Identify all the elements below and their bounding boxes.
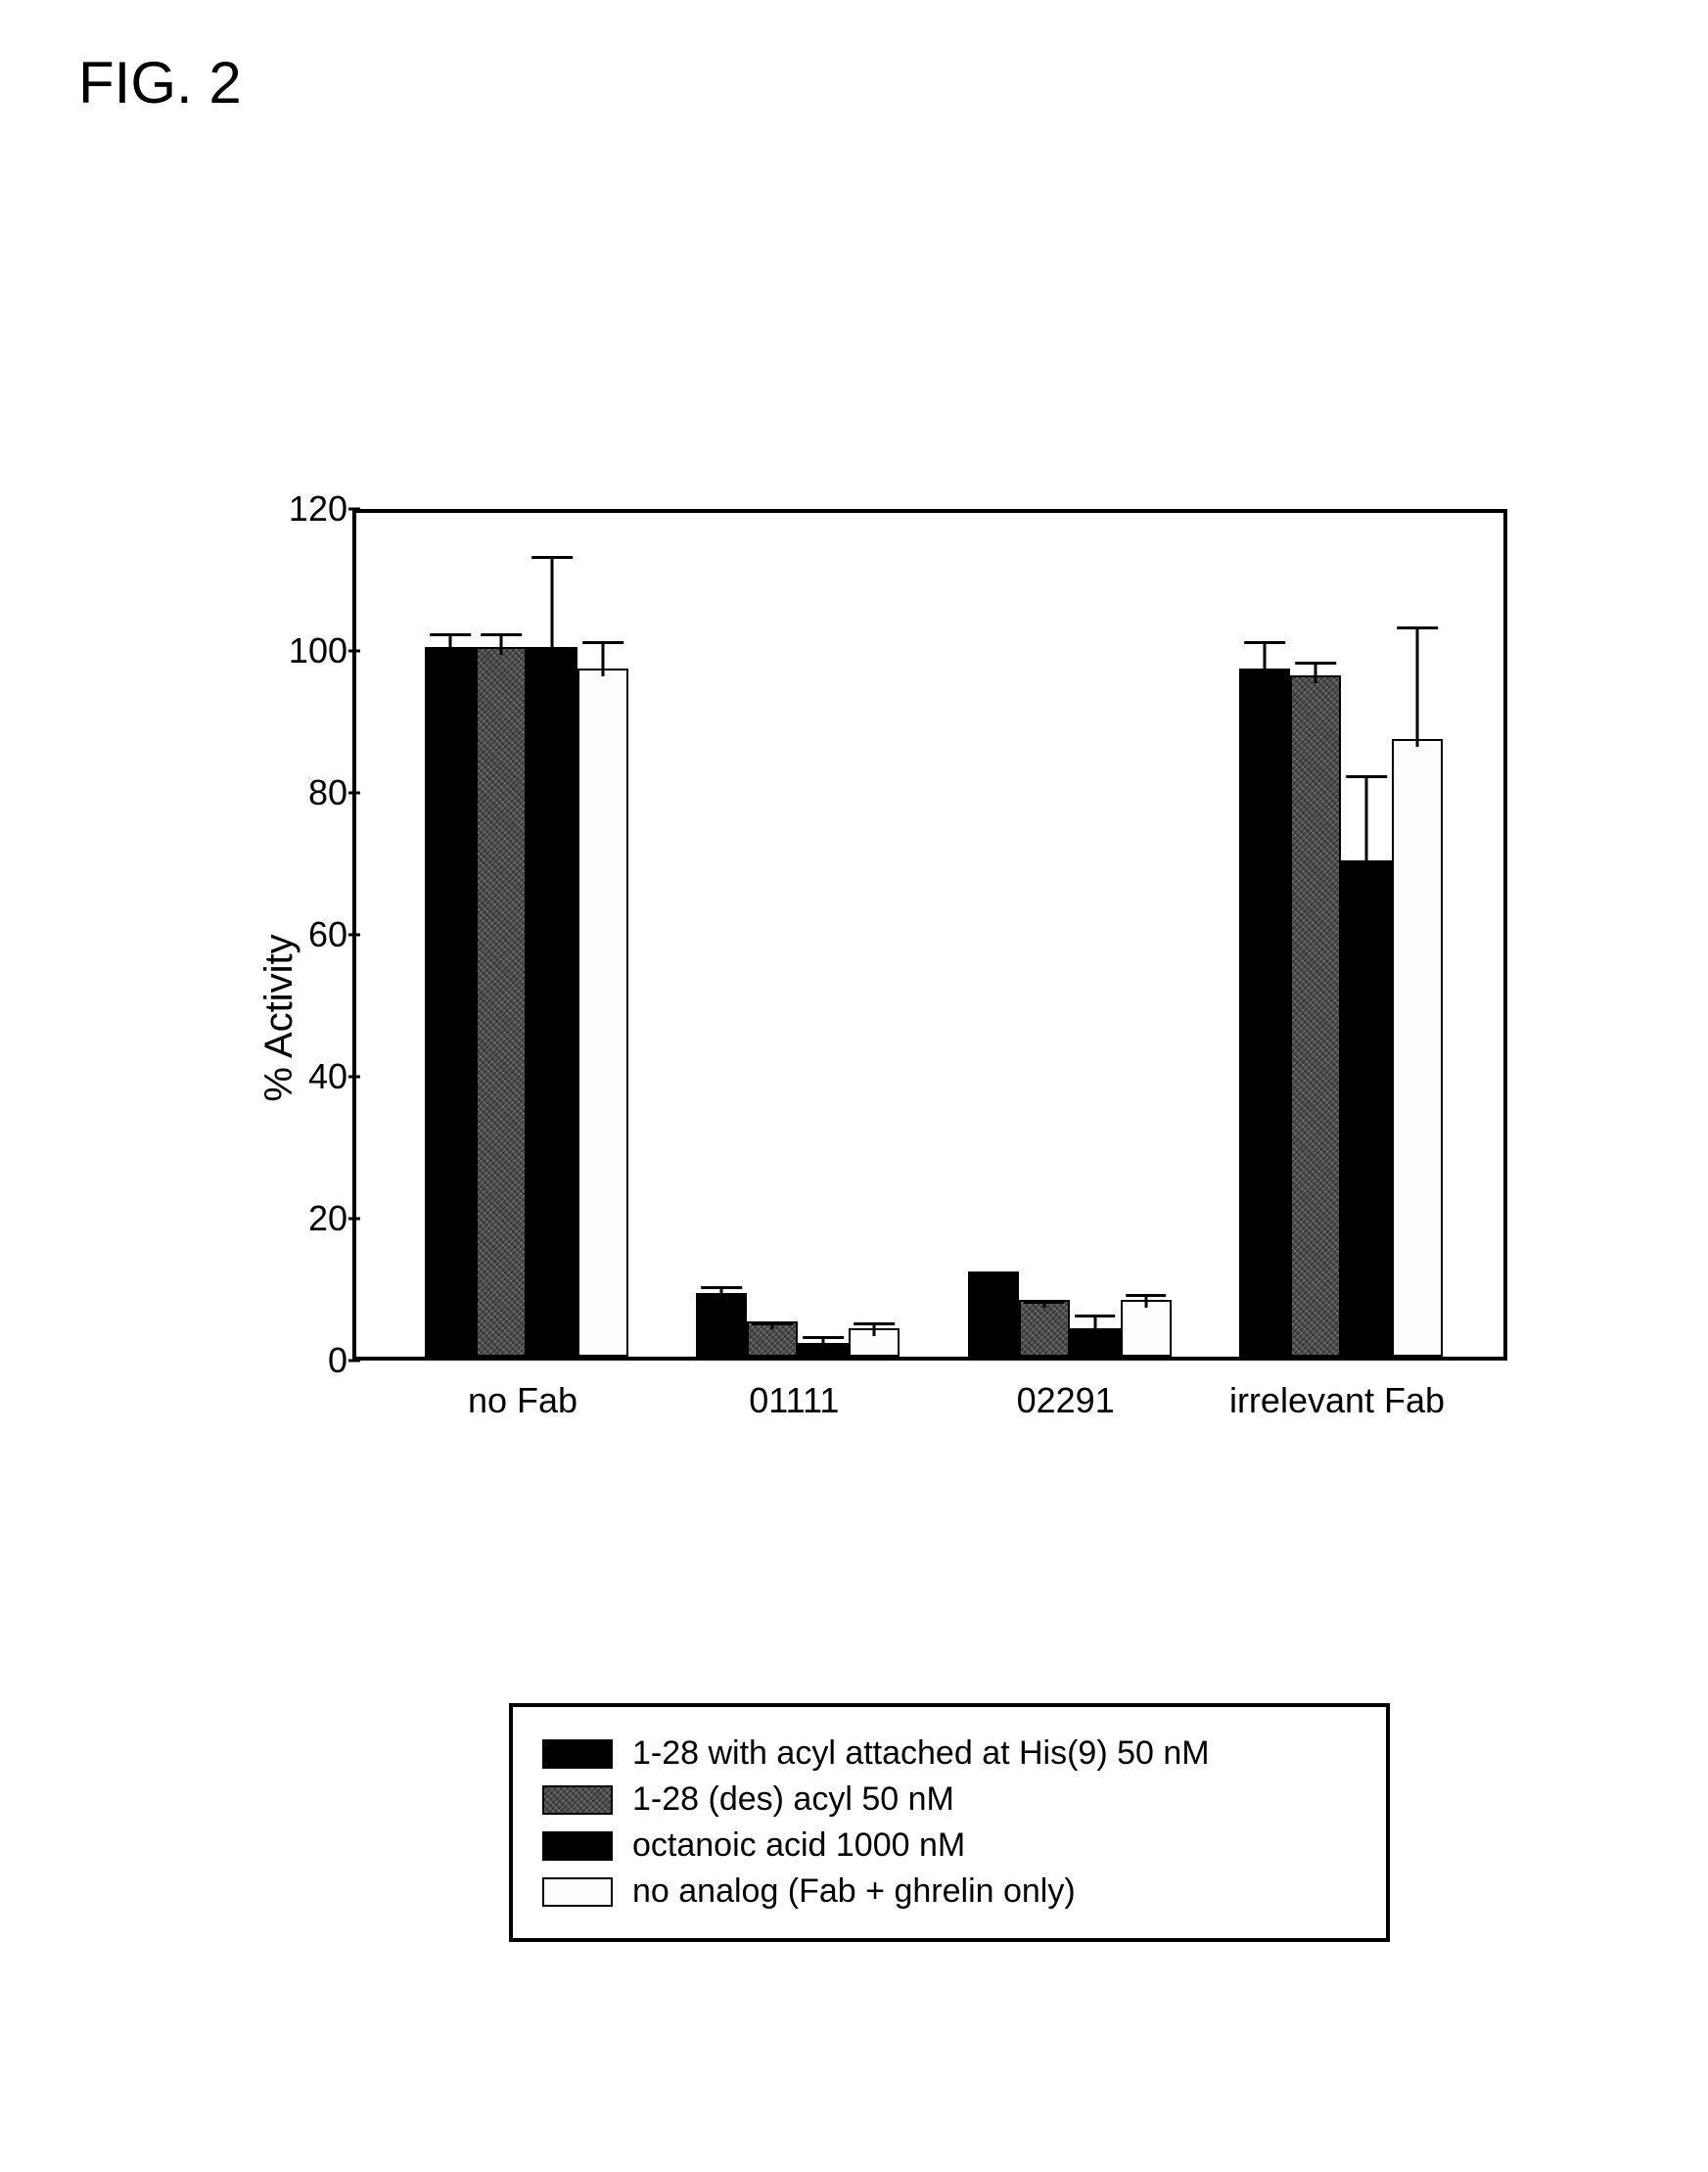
bar <box>476 647 527 1357</box>
error-bar-cap <box>1397 626 1438 629</box>
error-bar-stem <box>1315 662 1317 683</box>
error-bar-cap <box>1244 641 1285 644</box>
error-bar-stem <box>1264 641 1267 676</box>
bar <box>968 1271 1019 1357</box>
legend-label: octanoic acid 1000 nM <box>632 1826 965 1865</box>
legend-item: 1-28 (des) acyl 50 nM <box>542 1780 1357 1819</box>
error-bar-stem <box>1093 1315 1096 1336</box>
bar <box>1239 669 1290 1357</box>
bar <box>1019 1300 1070 1357</box>
x-tick-label: 02291 <box>1017 1380 1115 1421</box>
y-tick-label: 80 <box>308 772 347 813</box>
error-bar-stem <box>1365 775 1368 867</box>
y-tick-mark <box>348 792 360 795</box>
y-tick-mark <box>348 1076 360 1079</box>
bar <box>1121 1300 1172 1357</box>
legend-item: octanoic acid 1000 nM <box>542 1826 1357 1865</box>
legend: 1-28 with acyl attached at His(9) 50 nM 1… <box>509 1703 1390 1942</box>
legend-label: no analog (Fab + ghrelin only) <box>632 1872 1076 1911</box>
figure-label: FIG. 2 <box>78 49 242 116</box>
x-tick-label: no Fab <box>468 1380 577 1421</box>
error-bar-cap <box>753 1322 794 1325</box>
y-tick-label: 60 <box>308 914 347 955</box>
y-tick-mark <box>348 934 360 937</box>
error-bar-cap <box>854 1322 896 1325</box>
bar <box>1290 675 1341 1357</box>
y-tick-label: 20 <box>308 1198 347 1239</box>
legend-swatch <box>542 1785 613 1815</box>
bar <box>1392 739 1443 1357</box>
legend-label: 1-28 with acyl attached at His(9) 50 nM <box>632 1734 1210 1773</box>
bar-chart: % Activity 0 20 40 60 80 100 120 no Fab 01111 02… <box>176 480 1546 1556</box>
y-tick-label: 0 <box>328 1340 347 1381</box>
error-bar-cap <box>702 1286 743 1289</box>
error-bar-stem <box>500 633 503 655</box>
error-bar-stem <box>1416 626 1419 747</box>
bar <box>527 647 577 1357</box>
error-bar-stem <box>449 633 452 655</box>
y-tick-mark <box>348 1218 360 1221</box>
error-bar-stem <box>551 556 554 656</box>
error-bar-stem <box>602 641 605 676</box>
error-bar-cap <box>582 641 623 644</box>
x-tick-label: irrelevant Fab <box>1229 1380 1445 1421</box>
y-tick-mark <box>348 650 360 653</box>
x-tick-label: 01111 <box>749 1380 839 1421</box>
bar <box>425 647 476 1357</box>
y-tick-mark <box>348 1360 360 1363</box>
legend-swatch <box>542 1877 613 1907</box>
error-bar-cap <box>1075 1315 1116 1317</box>
y-tick-label: 120 <box>289 488 347 530</box>
bar <box>1341 860 1392 1358</box>
y-tick-label: 40 <box>308 1056 347 1097</box>
error-bar-cap <box>804 1336 845 1339</box>
plot-area <box>352 509 1507 1361</box>
error-bar-cap <box>1024 1301 1065 1304</box>
legend-label: 1-28 (des) acyl 50 nM <box>632 1780 954 1819</box>
y-tick-mark <box>348 508 360 511</box>
error-bar-cap <box>1126 1294 1167 1297</box>
y-axis-label: % Activity <box>257 934 301 1101</box>
error-bar-cap <box>1346 775 1387 778</box>
legend-item: no analog (Fab + ghrelin only) <box>542 1872 1357 1911</box>
error-bar-cap <box>973 1272 1014 1275</box>
error-bar-cap <box>1295 662 1336 665</box>
legend-swatch <box>542 1739 613 1769</box>
error-bar-cap <box>531 556 573 559</box>
bar <box>696 1293 747 1357</box>
legend-swatch <box>542 1831 613 1861</box>
error-bar-cap <box>430 633 471 636</box>
error-bar-cap <box>481 633 522 636</box>
y-tick-label: 100 <box>289 630 347 671</box>
legend-item: 1-28 with acyl attached at His(9) 50 nM <box>542 1734 1357 1773</box>
bar <box>577 669 628 1357</box>
